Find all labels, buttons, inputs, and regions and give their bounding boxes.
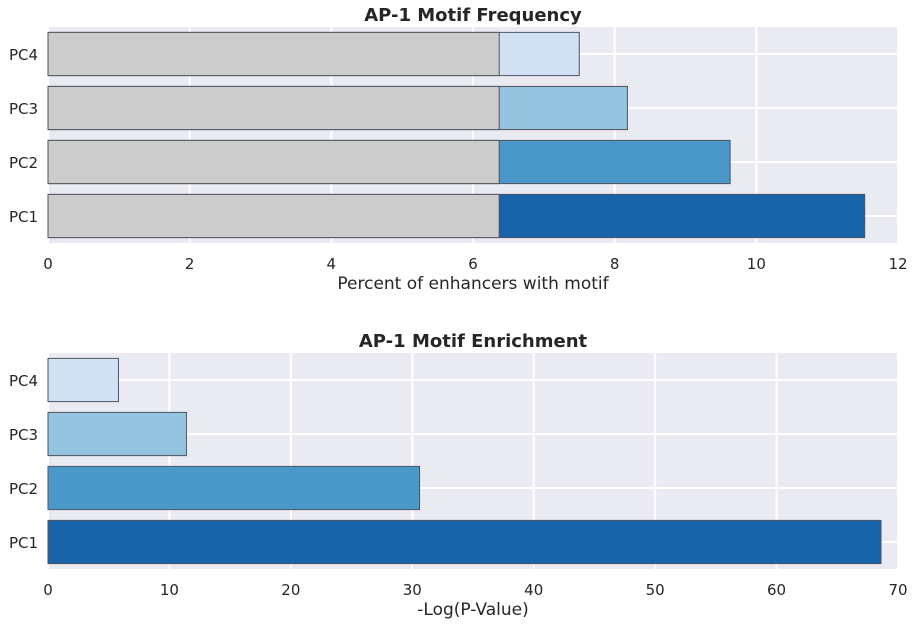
enrichment-x-ticks: 0 10 20 30 40 50 60 70 [43, 581, 907, 599]
enrichment-panel: AP-1 Motif Enrichment PC1 PC2 PC3 PC4 0 10 20… [9, 331, 908, 620]
frequency-x-tick-label: 0 [43, 255, 53, 273]
frequency-x-tick-label: 6 [468, 255, 478, 273]
enrichment-bar-pc2 [47, 465, 421, 511]
frequency-x-axis-label: Percent of enhancers with motif [337, 274, 609, 294]
enrichment-x-tick-label: 70 [888, 581, 907, 599]
enrichment-y-tick-label: PC4 [9, 372, 38, 390]
frequency-baseline-bar-pc4 [47, 31, 500, 77]
enrichment-y-tick-label: PC1 [9, 534, 38, 552]
frequency-baseline-bar-pc3 [47, 85, 500, 131]
enrichment-x-tick-label: 40 [524, 581, 543, 599]
frequency-x-tick-label: 2 [185, 255, 195, 273]
enrichment-y-tick-label: PC3 [9, 426, 38, 444]
frequency-bars [47, 31, 866, 239]
frequency-x-tick-label: 12 [888, 255, 907, 273]
enrichment-y-ticks: PC1 PC2 PC3 PC4 [9, 372, 38, 552]
enrichment-y-tick-label: PC2 [9, 480, 38, 498]
frequency-x-tick-label: 8 [610, 255, 620, 273]
frequency-x-tick-label: 4 [327, 255, 337, 273]
frequency-y-tick-label: PC3 [9, 100, 38, 118]
frequency-y-tick-label: PC4 [9, 46, 38, 64]
frequency-baseline-bar-pc2 [47, 139, 500, 185]
enrichment-bar-pc4 [47, 357, 119, 403]
frequency-panel: AP-1 Motif Frequency PC1 PC2 PC3 PC4 0 2 4 6 8 1… [9, 5, 908, 294]
frequency-baseline-bar-pc1 [47, 193, 500, 239]
enrichment-x-tick-label: 20 [281, 581, 300, 599]
enrichment-x-tick-label: 60 [767, 581, 786, 599]
frequency-x-ticks: 0 2 4 6 8 10 12 [43, 255, 907, 273]
frequency-chart-title: AP-1 Motif Frequency [364, 5, 582, 26]
frequency-y-tick-label: PC2 [9, 154, 38, 172]
enrichment-x-axis-label: -Log(P-Value) [417, 600, 528, 620]
enrichment-bar-pc3 [47, 411, 187, 457]
frequency-x-tick-label: 10 [747, 255, 766, 273]
enrichment-x-tick-label: 0 [43, 581, 53, 599]
enrichment-x-tick-label: 10 [160, 581, 179, 599]
enrichment-x-tick-label: 30 [403, 581, 422, 599]
enrichment-bars [47, 357, 882, 565]
frequency-y-tick-label: PC1 [9, 208, 38, 226]
enrichment-x-tick-label: 50 [646, 581, 665, 599]
frequency-y-ticks: PC1 PC2 PC3 PC4 [9, 46, 38, 226]
enrichment-chart-title: AP-1 Motif Enrichment [359, 331, 588, 352]
enrichment-bar-pc1 [47, 519, 882, 565]
